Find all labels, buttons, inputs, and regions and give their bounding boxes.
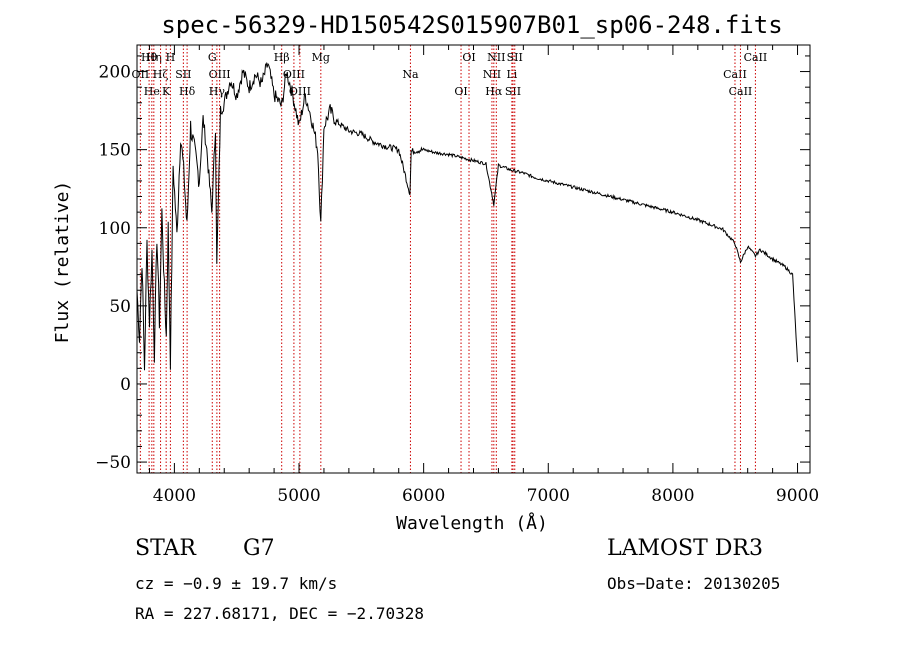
spectral-line-label: SII xyxy=(175,68,191,81)
spectral-line-label: CaII xyxy=(744,51,768,64)
spectral-line-label: OIII xyxy=(209,68,231,81)
x-tick-label: 8000 xyxy=(651,486,694,506)
spectral-line-label: OI xyxy=(454,85,467,98)
x-axis-label: Wavelength (Å) xyxy=(396,512,548,534)
spectral-line-label: OII xyxy=(132,68,150,81)
spectral-line-label: CaII xyxy=(723,68,747,81)
spectrum-series xyxy=(137,61,798,371)
spectral-line-label: Li xyxy=(506,68,517,81)
y-tick-label: 0 xyxy=(120,375,131,395)
spectral-line-label: Hη xyxy=(146,51,162,64)
y-tick-label: −50 xyxy=(95,453,131,473)
spectral-line-label: H xyxy=(166,51,176,64)
x-tick-label: 4000 xyxy=(153,486,196,506)
spectral-line-label: NII xyxy=(483,68,501,81)
spectral-line-label: Hγ xyxy=(209,85,226,98)
plot-frame xyxy=(136,44,811,474)
spectral-line-label: Hβ xyxy=(274,51,290,64)
spectral-line-label: Na xyxy=(402,68,419,81)
spectral-line-label: Hα xyxy=(485,85,503,98)
coordinates: RA = 227.68171, DEC = −2.70328 xyxy=(135,604,424,623)
chart-title: spec-56329-HD150542S015907B01_sp06-248.f… xyxy=(161,11,782,39)
spectral-line-label: NII xyxy=(487,51,505,64)
spectral-line-label: OI xyxy=(462,51,475,64)
spectral-line-label: K xyxy=(162,85,171,98)
y-tick-label: 200 xyxy=(99,63,131,83)
spectral-line-label: SII xyxy=(507,51,523,64)
y-tick-label: 150 xyxy=(99,141,131,161)
redshift: cz = −0.9 ± 19.7 km/s xyxy=(135,574,338,593)
spectral-line-label: He xyxy=(144,85,160,98)
survey-name: LAMOST DR3 xyxy=(607,536,763,561)
subclass: G7 xyxy=(243,536,275,561)
y-tick-label: 100 xyxy=(99,219,131,239)
spectral-line-label: CaII xyxy=(729,85,753,98)
spectral-line-label: Hζ xyxy=(153,68,169,81)
spectral-line-label: Mg xyxy=(312,51,330,64)
spectral-line-label: G xyxy=(208,51,217,64)
y-tick-label: 50 xyxy=(109,297,131,317)
x-tick-label: 7000 xyxy=(527,486,570,506)
x-tick-label: 6000 xyxy=(402,486,445,506)
spectral-line-label: SII xyxy=(505,85,521,98)
x-tick-label: 9000 xyxy=(776,486,819,506)
object-type: STAR xyxy=(135,536,196,561)
y-axis-label: Flux (relative) xyxy=(52,181,73,344)
spectral-line-label: Hθ xyxy=(141,51,158,64)
x-tick-label: 5000 xyxy=(277,486,320,506)
obs-date: Obs−Date: 20130205 xyxy=(607,574,781,593)
spectral-line-label: Hδ xyxy=(179,85,196,98)
